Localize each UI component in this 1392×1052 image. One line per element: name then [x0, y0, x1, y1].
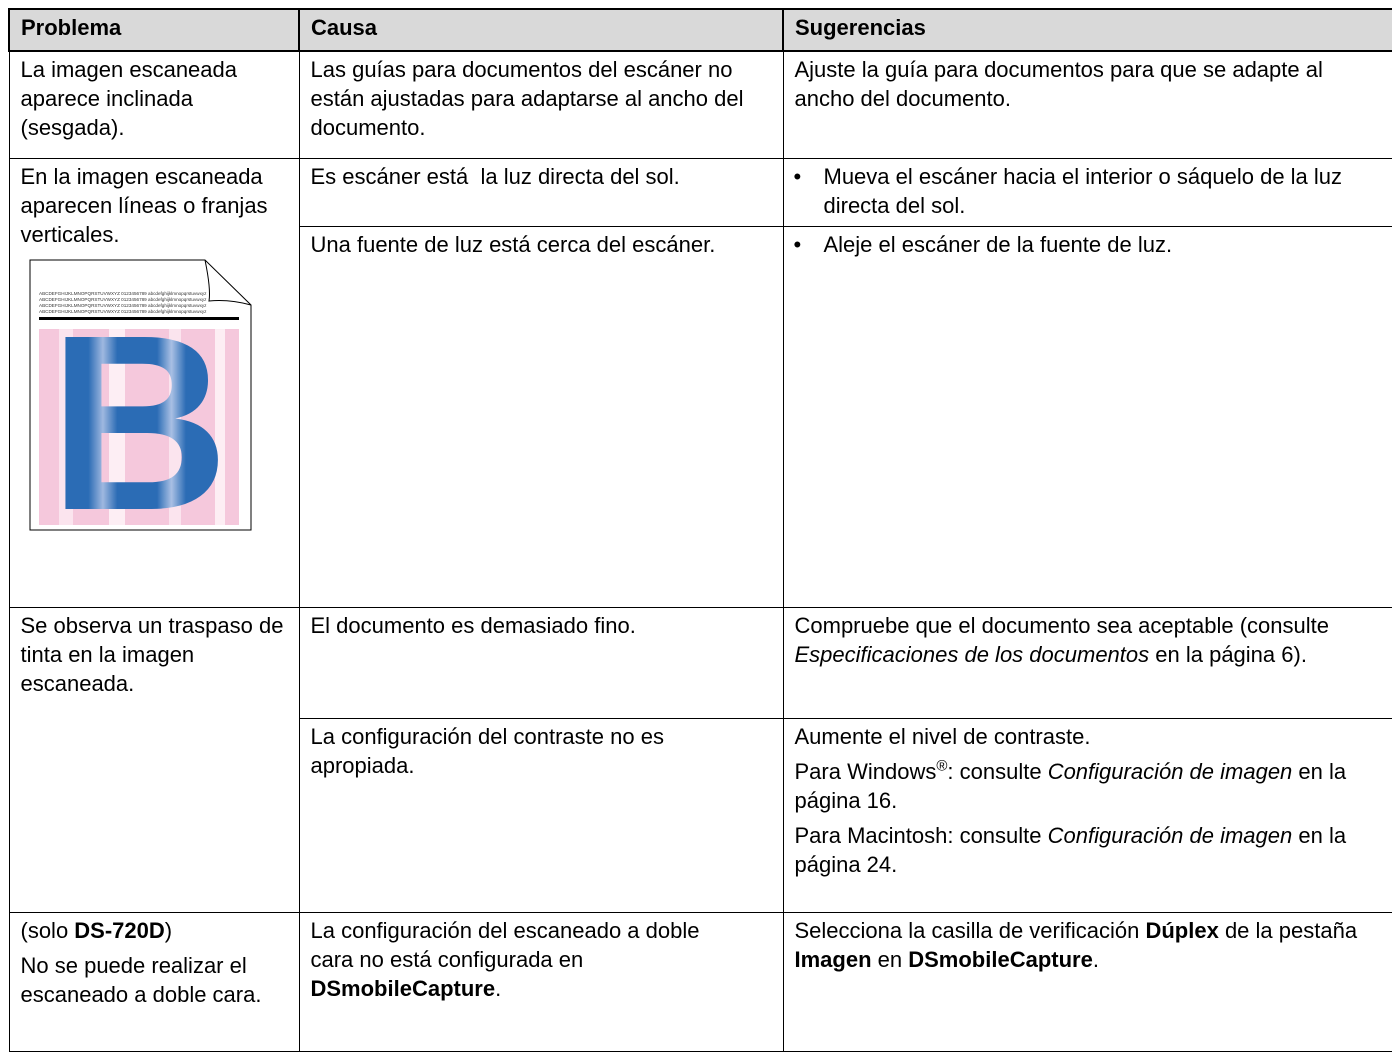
cause-cell: Es escáner está la luz directa del sol. [298, 157, 784, 227]
text: El documento es demasiado fino. [310, 612, 636, 638]
problem-cell: La imagen escaneada aparece inclinada (s… [8, 50, 300, 159]
suggestion-cell: Aleje el escáner de la fuente de luz. [782, 225, 1392, 608]
suggestion-cell: Aumente el nivel de contraste. Para Wind… [782, 717, 1392, 913]
cause-text: La configuración del contraste no es apr… [311, 722, 711, 780]
row: (solo DS-720D) No se puede realizar el e… [8, 911, 1392, 1052]
suggestion-text: Ajuste la guía para documentos para que … [795, 55, 1385, 113]
problem-text: (solo DS-720D) [21, 916, 289, 945]
text: Para Macintosh: consulte [794, 822, 1048, 848]
text: Es escáner está la luz directa del sol. [310, 163, 680, 189]
sample-text: ABCDEFGHIJKLMNOPQRSTUVWXYZ 0123456789 ab… [39, 303, 207, 308]
text: de la pestaña [1218, 917, 1358, 943]
reference: Especificaciones de los documentos [794, 641, 1150, 667]
problem-text: No se puede realizar el escaneado a dobl… [21, 951, 289, 1009]
text: Ajuste la guía para documentos para que … [794, 57, 1323, 111]
illustration: ABCDEFGHIJKLMNOPQRSTUVWXYZ 0123456789 ab… [29, 259, 251, 531]
text: en la página 16. [794, 758, 1347, 813]
text: Las guías para documentos del escáner no… [310, 57, 744, 140]
suggestion-text: Selecciona la casilla de verificación Dú… [795, 916, 1385, 974]
header-row: Problema Causa Sugerencias [8, 8, 1392, 52]
text: en la página 6). [1149, 641, 1307, 667]
text: Se observa un traspaso de tinta en la im… [20, 612, 284, 696]
suggestion-cell: Selecciona la casilla de verificación Dú… [782, 911, 1392, 1052]
sample-text: ABCDEFGHIJKLMNOPQRSTUVWXYZ 0123456789 ab… [39, 297, 207, 302]
problem-text: En la imagen escaneada aparecen líneas o… [21, 162, 289, 249]
cause-cell: La configuración del escaneado a doble c… [298, 911, 784, 1052]
text: La imagen escaneada aparece inclinada (s… [20, 57, 238, 140]
cause-text: El documento es demasiado fino. [311, 611, 773, 640]
row: Se observa un traspaso de tinta en la im… [8, 606, 1392, 913]
problem-cell: En la imagen escaneada aparecen líneas o… [8, 157, 300, 608]
sample-text: ABCDEFGHIJKLMNOPQRSTUVWXYZ 0123456789 ab… [39, 309, 207, 314]
row: En la imagen escaneada aparecen líneas o… [8, 157, 1392, 608]
illustration-letter: B [48, 283, 229, 531]
cause-text: La configuración del escaneado a doble c… [311, 916, 731, 1003]
suggestion-text: Aumente el nivel de contraste. [795, 722, 1385, 751]
text: Selecciona la casilla de verificación [794, 917, 1146, 943]
text: No se puede realizar el escaneado a dobl… [20, 952, 262, 1007]
text: ® [936, 757, 948, 775]
row: La configuración del contraste no es apr… [9, 717, 1392, 913]
text: ) [164, 917, 173, 943]
reference: Configuración de imagen [1047, 758, 1293, 784]
text: . [1092, 946, 1099, 972]
text: Para Windows [794, 758, 937, 784]
cause-cell: Una fuente de luz está cerca del escáner… [298, 225, 784, 608]
problem-text: Se observa un traspaso de tinta en la im… [21, 611, 289, 698]
problem-text: La imagen escaneada aparece inclinada (s… [21, 55, 289, 142]
text: La configuración del escaneado a doble c… [310, 917, 700, 972]
text: Una fuente de luz está cerca del escáner… [310, 231, 716, 257]
text: : consulte [947, 758, 1048, 784]
sample-text: ABCDEFGHIJKLMNOPQRSTUVWXYZ 0123456789 ab… [39, 291, 207, 296]
cause-cell: Las guías para documentos del escáner no… [298, 50, 784, 159]
row: La imagen escaneada aparece inclinada (s… [8, 50, 1392, 159]
text: Compruebe que el documento sea aceptable… [794, 612, 1329, 638]
suggestion-text: Para Macintosh: consulte Configuración d… [795, 821, 1385, 879]
problem-cell: Se observa un traspaso de tinta en la im… [8, 606, 300, 913]
header-cell: Problema [8, 8, 300, 52]
tab: Imagen [794, 946, 872, 972]
suggestion-text: Para Windows®: consulte Configuración de… [795, 757, 1385, 815]
text: en la página 24. [794, 822, 1347, 877]
text: Aumente el nivel de contraste. [794, 723, 1091, 749]
suggestion-text: Aleje el escáner de la fuente de luz. [794, 230, 1385, 259]
text: en [871, 946, 909, 972]
text: Mueva el escáner hacia el interior o sáq… [823, 163, 1343, 218]
app-name: DSmobileCapture [310, 975, 496, 1001]
suggestion-cell: Mueva el escáner hacia el interior o sáq… [782, 157, 1392, 227]
option: Dúplex [1145, 917, 1219, 943]
suggestion-text: Mueva el escáner hacia el interior o sáq… [794, 162, 1385, 220]
text: . [495, 975, 502, 1001]
problem-cell: (solo DS-720D) No se puede realizar el e… [8, 911, 300, 1052]
header-cell: Causa [298, 8, 784, 52]
model: DS-720D [74, 917, 165, 943]
text: La configuración del contraste no es apr… [310, 723, 664, 778]
cause-text: Las guías para documentos del escáner no… [311, 55, 773, 142]
header-cell: Sugerencias [782, 8, 1392, 52]
text: Aleje el escáner de la fuente de luz. [823, 231, 1173, 257]
suggestion-cell: Ajuste la guía para documentos para que … [782, 50, 1392, 159]
text: En la imagen escaneada aparecen líneas o… [20, 163, 268, 247]
suggestion-cell: Compruebe que el documento sea aceptable… [782, 606, 1392, 719]
cause-text: Una fuente de luz está cerca del escáner… [311, 230, 773, 259]
app-name: DSmobileCapture [908, 946, 1093, 972]
cause-text: Es escáner está la luz directa del sol. [311, 162, 773, 191]
cause-cell: La configuración del contraste no es apr… [298, 717, 784, 913]
row: Una fuente de luz está cerca del escáner… [9, 225, 1392, 608]
suggestion-text: Compruebe que el documento sea aceptable… [795, 611, 1385, 669]
text: (solo [20, 917, 75, 943]
troubleshooting-table: Problema Causa Sugerencias La imagen esc… [8, 8, 1392, 1052]
cause-cell: El documento es demasiado fino. [298, 606, 784, 719]
reference: Configuración de imagen [1047, 822, 1293, 848]
